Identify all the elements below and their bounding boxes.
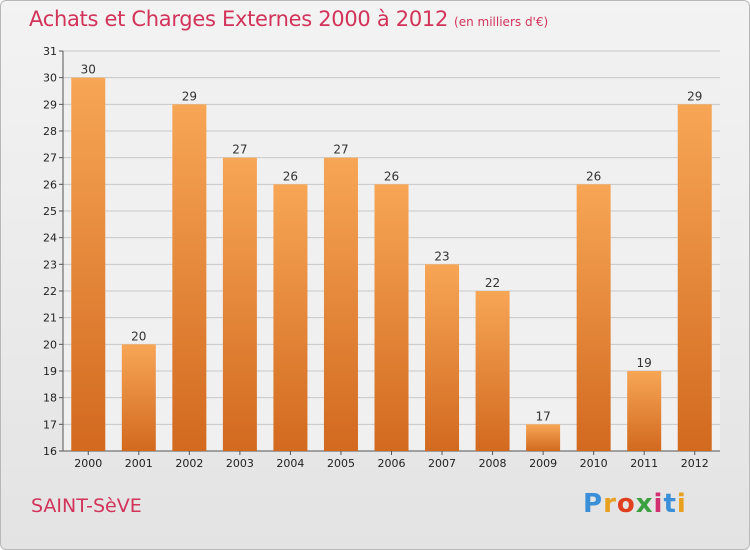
- logo-letter: r: [603, 489, 617, 519]
- proxiti-logo: Proxiti: [583, 489, 687, 519]
- y-tick-label: 21: [43, 312, 57, 325]
- y-tick-label: 25: [43, 205, 57, 218]
- bar-2008: [475, 291, 510, 451]
- x-tick-label: 2010: [580, 457, 608, 470]
- logo-letter: P: [583, 489, 604, 519]
- data-label-2004: 26: [283, 169, 298, 183]
- y-tick-label: 27: [43, 152, 57, 165]
- bar-2007: [425, 264, 460, 451]
- logo-letter: x: [635, 489, 654, 519]
- labels: 30 20 29 27 26 27 26 23 22 17 26 19 29: [81, 63, 703, 424]
- y-tick-label: 20: [43, 338, 57, 351]
- data-label-2000: 30: [81, 63, 96, 77]
- data-label-2012: 29: [687, 89, 702, 103]
- data-label-2003: 27: [232, 143, 247, 157]
- y-tick-label: 23: [43, 258, 57, 271]
- x-tick-label: 2004: [276, 457, 304, 470]
- data-label-2001: 20: [131, 329, 146, 343]
- bar-2001: [121, 344, 156, 451]
- y-tick-label: 18: [43, 392, 57, 405]
- place-name: SAINT-SèVE: [31, 495, 142, 517]
- data-label-2008: 22: [485, 276, 500, 290]
- logo-letter: o: [616, 489, 636, 519]
- bar-2012: [677, 104, 712, 451]
- bar-2009: [526, 424, 561, 451]
- x-tick-label: 2002: [175, 457, 203, 470]
- bar-2010: [576, 184, 611, 452]
- x-tick-label: 2007: [428, 457, 456, 470]
- y-tick-label: 29: [43, 98, 57, 111]
- y-tick-label: 24: [43, 232, 57, 245]
- bar-2005: [323, 157, 358, 451]
- x-tick-label: 2009: [529, 457, 557, 470]
- y-tick-label: 19: [43, 365, 57, 378]
- bar-2004: [273, 184, 308, 452]
- data-label-2010: 26: [586, 169, 601, 183]
- data-label-2006: 26: [384, 169, 399, 183]
- data-label-2011: 19: [637, 356, 652, 370]
- y-tick-label: 17: [43, 418, 57, 431]
- data-label-2002: 29: [182, 89, 197, 103]
- y-tick-label: 26: [43, 178, 57, 191]
- y-tick-label: 22: [43, 285, 57, 298]
- bar-2003: [222, 157, 257, 451]
- x-tick-label: 2005: [327, 457, 355, 470]
- bar-2000: [71, 77, 106, 452]
- x-tick-label: 2003: [226, 457, 254, 470]
- y-tick-label: 30: [43, 72, 57, 85]
- x-tick-label: 2000: [74, 457, 102, 470]
- logo-letter: t: [663, 489, 677, 519]
- bar-2006: [374, 184, 409, 452]
- data-label-2005: 27: [333, 143, 348, 157]
- y-tick-label: 28: [43, 125, 57, 138]
- logo-letter: i: [676, 489, 687, 519]
- data-label-2009: 17: [535, 409, 550, 423]
- bar-2002: [172, 104, 207, 451]
- data-label-2007: 23: [434, 249, 449, 263]
- chart-subtitle: (en milliers d'€): [454, 15, 549, 29]
- x-tick-label: 2001: [125, 457, 153, 470]
- bars: [71, 77, 712, 452]
- y-tick-label: 16: [43, 445, 57, 458]
- x-tick-label: 2008: [479, 457, 507, 470]
- x-tick-label: 2011: [630, 457, 658, 470]
- x-tick-label: 2012: [681, 457, 709, 470]
- chart-title-block: Achats et Charges Externes 2000 à 2012 (e…: [29, 7, 548, 31]
- bar-2011: [627, 371, 662, 451]
- y-tick-label: 31: [43, 45, 57, 58]
- chart-title: Achats et Charges Externes 2000 à 2012: [29, 7, 449, 31]
- x-tick-label: 2006: [378, 457, 406, 470]
- logo-letter: i: [653, 489, 664, 519]
